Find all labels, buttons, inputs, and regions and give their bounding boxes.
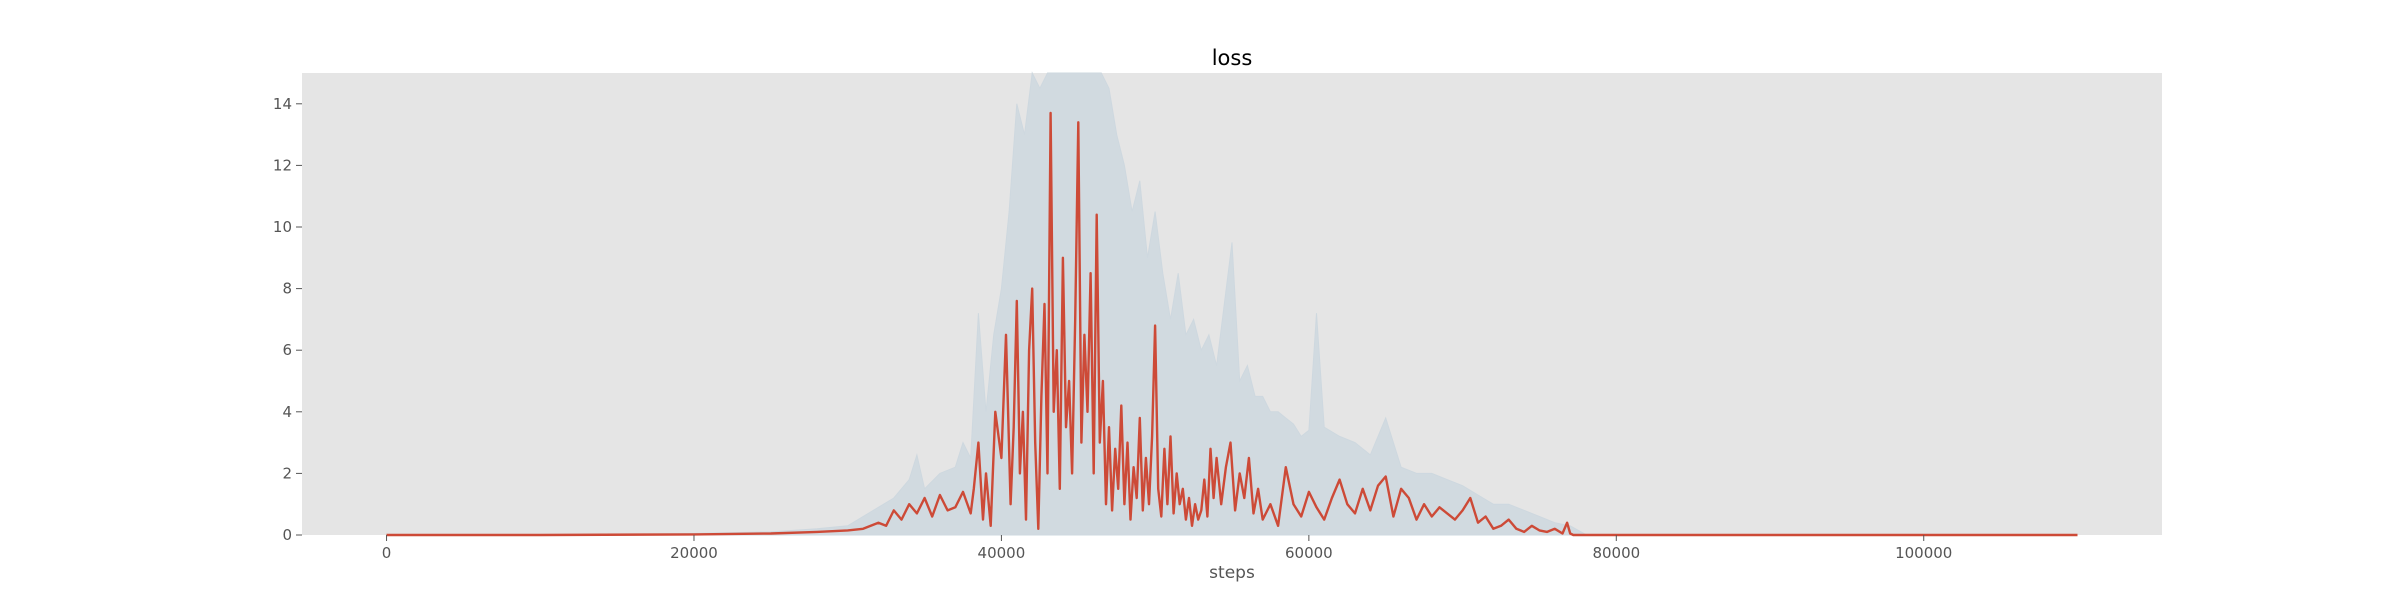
y-tick-label: 2 bbox=[282, 464, 292, 482]
y-tick-label: 6 bbox=[282, 341, 292, 359]
x-tick-label: 40000 bbox=[978, 544, 1026, 562]
smoothed-series-layer bbox=[386, 111, 2078, 537]
x-tick-label: 80000 bbox=[1592, 544, 1640, 562]
raw-loss-area bbox=[386, 71, 2078, 536]
x-tick-label: 20000 bbox=[670, 544, 718, 562]
y-tick-label: 4 bbox=[282, 403, 292, 421]
x-axis-ticks: 0 20000 40000 60000 80000 100000 bbox=[382, 535, 1952, 562]
y-tick-label: 0 bbox=[282, 526, 292, 544]
chart-title: loss bbox=[1212, 46, 1253, 70]
x-tick-label: 100000 bbox=[1895, 544, 1952, 562]
y-axis-ticks: 0 2 4 6 8 10 12 14 bbox=[273, 95, 302, 544]
y-tick-label: 8 bbox=[282, 280, 292, 298]
raw-series-layer bbox=[386, 71, 2078, 536]
y-tick-label: 14 bbox=[273, 95, 292, 113]
smoothed-loss-line bbox=[386, 111, 2078, 537]
y-tick-label: 10 bbox=[273, 218, 292, 236]
y-tick-label: 12 bbox=[273, 156, 292, 174]
x-tick-label: 0 bbox=[382, 544, 392, 562]
x-tick-label: 60000 bbox=[1285, 544, 1333, 562]
x-axis-label: steps bbox=[1209, 563, 1255, 583]
